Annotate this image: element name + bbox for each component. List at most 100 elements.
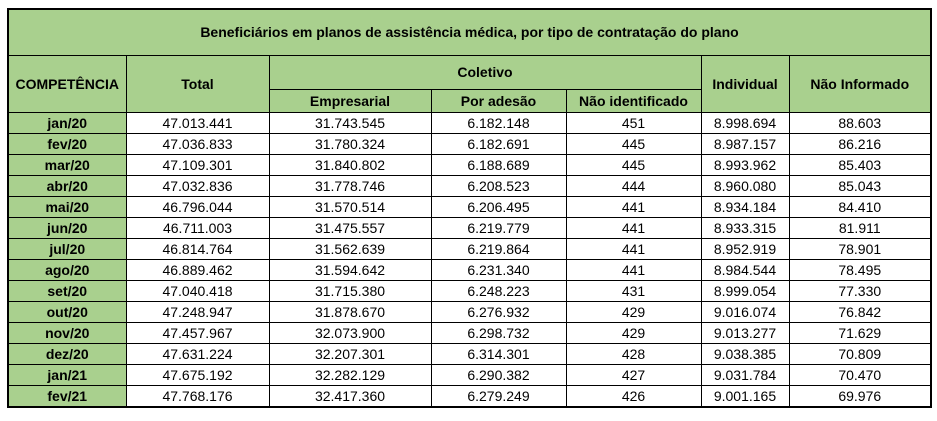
data-cell: 8.999.054	[700, 280, 790, 302]
row-header-competencia: jan/20	[7, 112, 127, 134]
data-cell: 77.330	[788, 280, 932, 302]
data-cell: 31.878.670	[268, 301, 432, 323]
row-header-competencia: ago/20	[7, 259, 127, 281]
row-header-competencia: mai/20	[7, 196, 127, 218]
data-cell: 426	[565, 385, 702, 407]
data-cell: 8.952.919	[700, 238, 790, 260]
data-cell: 451	[565, 112, 702, 134]
data-cell: 46.889.462	[125, 259, 270, 281]
data-cell: 6.206.495	[430, 196, 567, 218]
data-cell: 431	[565, 280, 702, 302]
data-cell: 31.780.324	[268, 133, 432, 155]
data-cell: 6.219.779	[430, 217, 567, 239]
table-row: ago/20 46.889.462 31.594.642 6.231.340 441 8.…	[7, 259, 932, 281]
column-header-individual: Individual	[700, 55, 790, 113]
data-cell: 47.457.967	[125, 322, 270, 344]
row-header-competencia: fev/20	[7, 133, 127, 155]
data-cell: 8.934.184	[700, 196, 790, 218]
column-header-empresarial: Empresarial	[268, 89, 432, 113]
data-cell: 441	[565, 238, 702, 260]
beneficiaries-table: Beneficiários em planos de assistência m…	[7, 8, 933, 408]
header-row-sub: Empresarial Por adesão Não identificado	[8, 89, 931, 113]
data-cell: 70.470	[788, 364, 932, 386]
data-cell: 46.711.003	[125, 217, 270, 239]
row-header-competencia: abr/20	[7, 175, 127, 197]
table-body: jan/20 47.013.441 31.743.545 6.182.148 451 8.…	[7, 112, 932, 407]
data-cell: 6.314.301	[430, 343, 567, 365]
row-header-competencia: dez/20	[7, 343, 127, 365]
data-cell: 47.631.224	[125, 343, 270, 365]
table-row: abr/20 47.032.836 31.778.746 6.208.523 444 8.…	[7, 175, 932, 197]
data-cell: 441	[565, 217, 702, 239]
data-cell: 9.016.074	[700, 301, 790, 323]
data-cell: 84.410	[788, 196, 932, 218]
row-header-competencia: jun/20	[7, 217, 127, 239]
data-cell: 9.031.784	[700, 364, 790, 386]
table-title-row: Beneficiários em planos de assistência m…	[7, 8, 932, 56]
data-cell: 32.073.900	[268, 322, 432, 344]
data-cell: 6.276.932	[430, 301, 567, 323]
data-cell: 429	[565, 301, 702, 323]
data-cell: 31.778.746	[268, 175, 432, 197]
data-cell: 9.001.165	[700, 385, 790, 407]
column-group-coletivo: Coletivo	[268, 55, 702, 90]
data-cell: 427	[565, 364, 702, 386]
data-cell: 6.298.732	[430, 322, 567, 344]
data-cell: 31.562.639	[268, 238, 432, 260]
column-header-total: Total	[125, 55, 270, 113]
data-cell: 47.032.836	[125, 175, 270, 197]
table-row: set/20 47.040.418 31.715.380 6.248.223 431 8.…	[7, 280, 932, 302]
data-cell: 31.475.557	[268, 217, 432, 239]
data-cell: 6.182.148	[430, 112, 567, 134]
data-cell: 6.279.249	[430, 385, 567, 407]
data-cell: 6.219.864	[430, 238, 567, 260]
row-header-competencia: nov/20	[7, 322, 127, 344]
data-cell: 47.040.418	[125, 280, 270, 302]
data-cell: 429	[565, 322, 702, 344]
table-row: jun/20 46.711.003 31.475.557 6.219.779 441 8.…	[7, 217, 932, 239]
data-cell: 70.809	[788, 343, 932, 365]
row-header-competencia: jan/21	[7, 364, 127, 386]
data-cell: 76.842	[788, 301, 932, 323]
data-cell: 31.743.545	[268, 112, 432, 134]
table-row: fev/21 47.768.176 32.417.360 6.279.249 426 9.…	[7, 385, 932, 407]
data-cell: 6.248.223	[430, 280, 567, 302]
data-cell: 47.036.833	[125, 133, 270, 155]
row-header-competencia: out/20	[7, 301, 127, 323]
data-cell: 428	[565, 343, 702, 365]
data-cell: 31.570.514	[268, 196, 432, 218]
data-cell: 32.207.301	[268, 343, 432, 365]
data-cell: 78.495	[788, 259, 932, 281]
data-cell: 31.840.802	[268, 154, 432, 176]
column-header-por-adesao: Por adesão	[430, 89, 567, 113]
data-cell: 69.976	[788, 385, 932, 407]
table-row: mai/20 46.796.044 31.570.514 6.206.495 441 8.…	[7, 196, 932, 218]
data-cell: 6.290.382	[430, 364, 567, 386]
data-cell: 8.998.694	[700, 112, 790, 134]
data-cell: 81.911	[788, 217, 932, 239]
data-cell: 441	[565, 196, 702, 218]
table-row: dez/20 47.631.224 32.207.301 6.314.301 428 9.…	[7, 343, 932, 365]
table-title: Beneficiários em planos de assistência m…	[7, 8, 932, 56]
column-header-nao-informado: Não Informado	[788, 55, 932, 113]
row-header-competencia: jul/20	[7, 238, 127, 260]
data-cell: 9.038.385	[700, 343, 790, 365]
data-cell: 85.043	[788, 175, 932, 197]
data-cell: 71.629	[788, 322, 932, 344]
data-cell: 6.208.523	[430, 175, 567, 197]
data-cell: 47.248.947	[125, 301, 270, 323]
data-cell: 86.216	[788, 133, 932, 155]
data-cell: 8.984.544	[700, 259, 790, 281]
data-cell: 6.188.689	[430, 154, 567, 176]
data-cell: 445	[565, 154, 702, 176]
data-cell: 8.993.962	[700, 154, 790, 176]
row-header-competencia: fev/21	[7, 385, 127, 407]
table-row: jul/20 46.814.764 31.562.639 6.219.864 441 8.…	[7, 238, 932, 260]
data-cell: 31.594.642	[268, 259, 432, 281]
table-row: jan/21 47.675.192 32.282.129 6.290.382 427 9.…	[7, 364, 932, 386]
table-row: out/20 47.248.947 31.878.670 6.276.932 429 9.…	[7, 301, 932, 323]
data-cell: 32.282.129	[268, 364, 432, 386]
data-cell: 6.231.340	[430, 259, 567, 281]
data-cell: 9.013.277	[700, 322, 790, 344]
